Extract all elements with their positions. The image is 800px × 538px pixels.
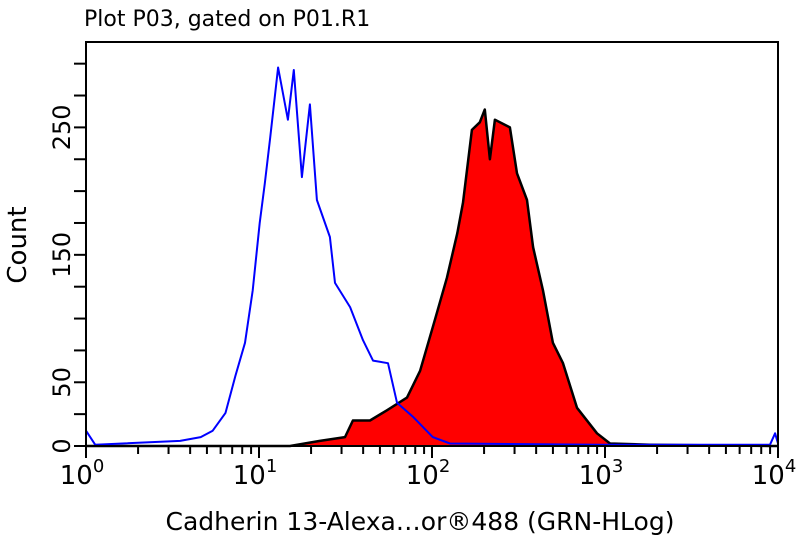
x-tick-label: 104 <box>752 456 797 491</box>
y-tick-label: 50 <box>48 367 76 398</box>
x-tick-label: 102 <box>406 456 451 491</box>
y-tick-label: 0 <box>48 438 76 453</box>
histogram-line-series-0 <box>85 66 779 446</box>
x-tick-label-base: 10 <box>752 461 785 491</box>
series-layer <box>85 66 779 448</box>
x-tick-label-base: 10 <box>233 461 266 491</box>
histogram-outline-series-1 <box>86 108 778 448</box>
x-tick-label-base: 10 <box>579 461 612 491</box>
x-tick-label: 101 <box>233 456 278 491</box>
x-tick-label-exponent: 1 <box>266 456 277 477</box>
chart-title: Plot P03, gated on P01.R1 <box>84 7 370 32</box>
x-tick-label-base: 10 <box>406 461 439 491</box>
x-tick-label: 103 <box>579 456 624 491</box>
x-axis-label: Cadherin 13-Alexa…or®488 (GRN-HLog) <box>166 507 675 536</box>
x-tick-label-exponent: 2 <box>439 456 450 477</box>
y-tick-label: 150 <box>48 232 76 278</box>
x-tick-label-base: 10 <box>60 461 93 491</box>
histogram-fill-series-1 <box>86 109 778 446</box>
y-axis-label: Count <box>3 206 33 283</box>
x-tick-label-exponent: 3 <box>612 456 623 477</box>
y-tick-label: 250 <box>48 104 76 150</box>
x-tick-label: 100 <box>60 456 105 491</box>
x-tick-label-exponent: 4 <box>785 456 796 477</box>
x-tick-label-exponent: 0 <box>93 456 104 477</box>
